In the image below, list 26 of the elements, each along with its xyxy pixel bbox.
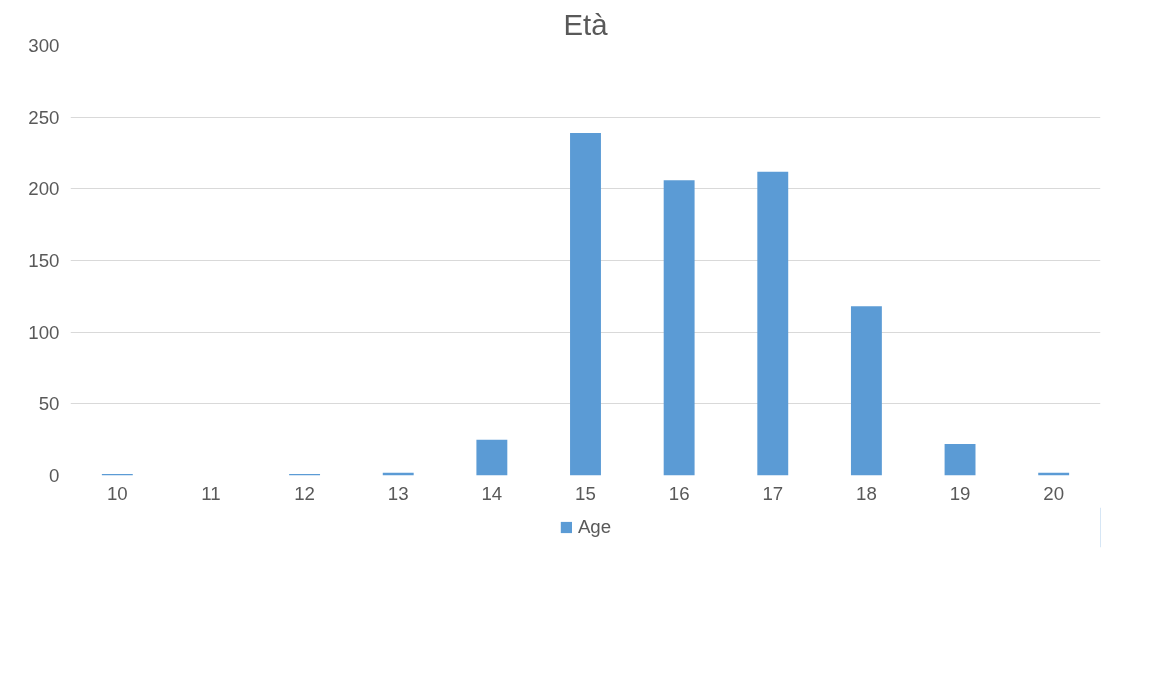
chart-title: Età — [563, 7, 609, 41]
x-tick-label: 20 — [1043, 482, 1065, 504]
bar — [570, 132, 601, 476]
bar — [944, 443, 976, 476]
y-tick-label: 50 — [38, 393, 60, 415]
x-tick-label: 17 — [762, 482, 784, 504]
y-tick-label: 300 — [28, 35, 60, 56]
bar — [476, 439, 508, 476]
x-tick-label: 15 — [575, 482, 596, 504]
x-tick-label: 12 — [294, 482, 315, 504]
x-tick-label: 10 — [106, 482, 128, 504]
y-tick-label: 250 — [28, 106, 60, 128]
y-tick-label: 100 — [28, 321, 60, 343]
x-tick-label: 13 — [387, 482, 409, 504]
x-tick-label: 14 — [481, 482, 503, 504]
bar — [850, 306, 882, 476]
x-tick-label: 16 — [668, 482, 690, 504]
legend-label: Age — [577, 516, 612, 538]
x-tick-label: 18 — [856, 482, 877, 504]
bar — [757, 171, 789, 476]
x-tick-label: 11 — [201, 482, 221, 504]
bar — [663, 180, 695, 476]
y-tick-label: 0 — [49, 465, 60, 486]
y-tick-label: 150 — [28, 250, 60, 271]
x-tick-label: 19 — [949, 482, 971, 504]
y-tick-label: 200 — [28, 178, 60, 200]
